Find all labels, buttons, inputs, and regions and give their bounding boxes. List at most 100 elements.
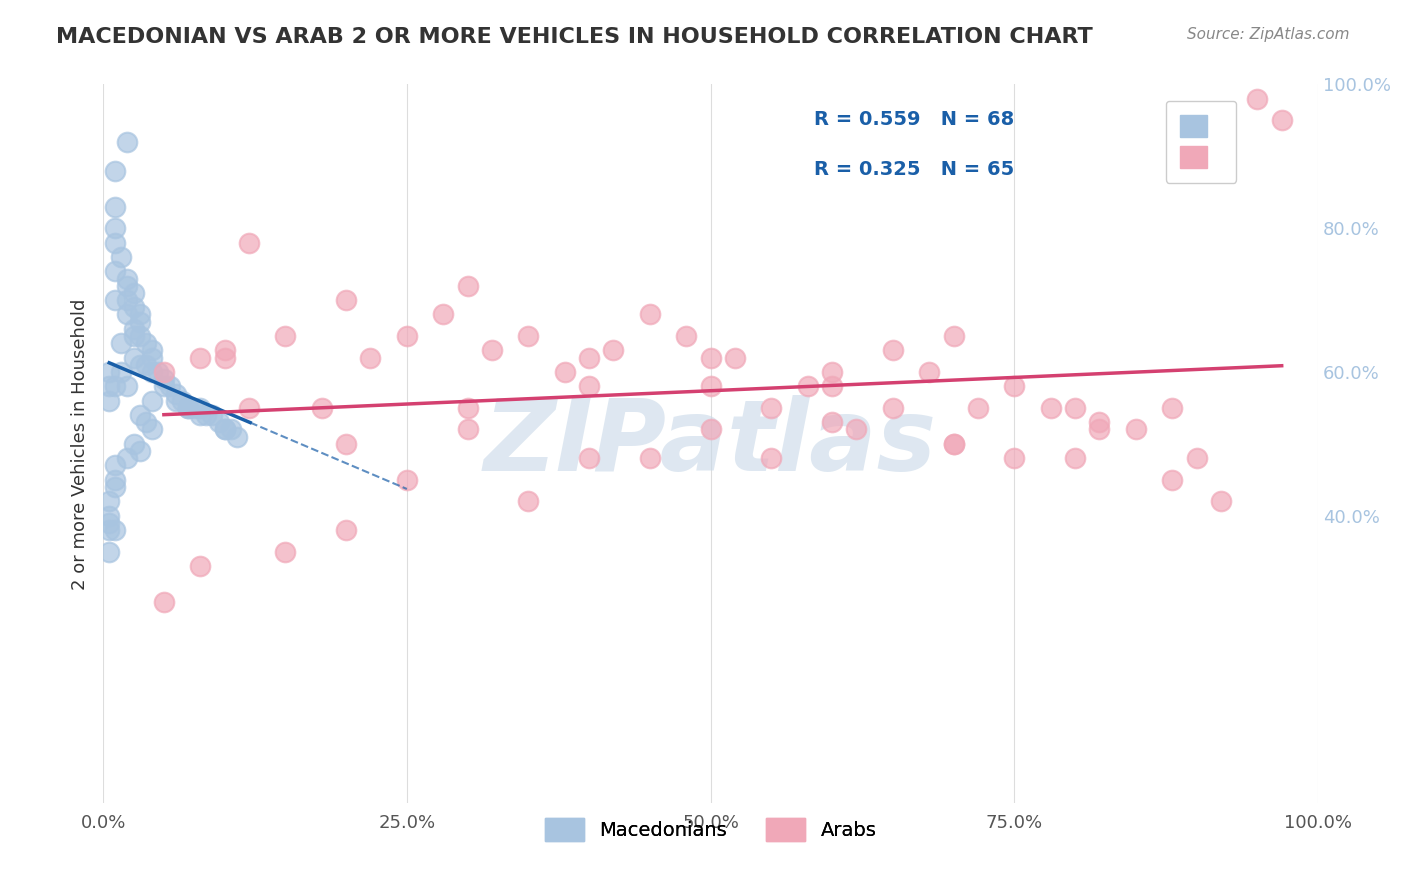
- Point: [724, 351, 747, 365]
- Point: [882, 343, 904, 358]
- Point: [141, 422, 163, 436]
- Point: [128, 358, 150, 372]
- Point: [845, 422, 868, 436]
- Point: [195, 408, 218, 422]
- Point: [1271, 113, 1294, 128]
- Point: [146, 365, 169, 379]
- Point: [177, 401, 200, 415]
- Point: [128, 315, 150, 329]
- Point: [1064, 401, 1087, 415]
- Point: [1002, 379, 1025, 393]
- Point: [602, 343, 624, 358]
- Point: [882, 401, 904, 415]
- Point: [122, 351, 145, 365]
- Point: [311, 401, 333, 415]
- Point: [1185, 149, 1208, 163]
- Point: [225, 430, 247, 444]
- Point: [98, 365, 121, 379]
- Point: [141, 351, 163, 365]
- Point: [1185, 451, 1208, 466]
- Point: [135, 415, 157, 429]
- Point: [821, 365, 844, 379]
- Point: [942, 437, 965, 451]
- Text: Source: ZipAtlas.com: Source: ZipAtlas.com: [1187, 27, 1350, 42]
- Point: [967, 401, 990, 415]
- Text: MACEDONIAN VS ARAB 2 OR MORE VEHICLES IN HOUSEHOLD CORRELATION CHART: MACEDONIAN VS ARAB 2 OR MORE VEHICLES IN…: [56, 27, 1092, 46]
- Point: [578, 379, 600, 393]
- Point: [638, 308, 661, 322]
- Point: [1161, 473, 1184, 487]
- Point: [98, 508, 121, 523]
- Point: [1246, 92, 1268, 106]
- Point: [122, 329, 145, 343]
- Point: [554, 365, 576, 379]
- Point: [395, 329, 418, 343]
- Point: [238, 401, 260, 415]
- Point: [117, 278, 139, 293]
- Point: [117, 271, 139, 285]
- Point: [122, 437, 145, 451]
- Point: [918, 365, 941, 379]
- Point: [942, 329, 965, 343]
- Point: [104, 379, 127, 393]
- Y-axis label: 2 or more Vehicles in Household: 2 or more Vehicles in Household: [72, 298, 89, 590]
- Point: [153, 372, 176, 386]
- Point: [214, 422, 236, 436]
- Point: [517, 329, 540, 343]
- Point: [457, 278, 479, 293]
- Point: [98, 544, 121, 558]
- Point: [699, 351, 721, 365]
- Point: [128, 408, 150, 422]
- Point: [104, 264, 127, 278]
- Point: [165, 393, 187, 408]
- Legend: Macedonians, Arabs: Macedonians, Arabs: [536, 808, 886, 851]
- Point: [98, 516, 121, 530]
- Point: [188, 351, 211, 365]
- Point: [214, 422, 236, 436]
- Text: R = 0.325   N = 65: R = 0.325 N = 65: [814, 160, 1014, 179]
- Point: [761, 451, 783, 466]
- Point: [122, 300, 145, 314]
- Point: [1064, 451, 1087, 466]
- Point: [117, 451, 139, 466]
- Point: [481, 343, 503, 358]
- Point: [172, 393, 194, 408]
- Point: [638, 451, 661, 466]
- Point: [699, 422, 721, 436]
- Point: [104, 235, 127, 250]
- Point: [153, 595, 176, 609]
- Point: [821, 415, 844, 429]
- Point: [141, 393, 163, 408]
- Point: [110, 336, 132, 351]
- Point: [219, 422, 242, 436]
- Point: [578, 451, 600, 466]
- Point: [214, 343, 236, 358]
- Point: [117, 308, 139, 322]
- Point: [104, 473, 127, 487]
- Point: [104, 221, 127, 235]
- Point: [117, 379, 139, 393]
- Point: [1209, 494, 1232, 508]
- Point: [110, 250, 132, 264]
- Point: [214, 351, 236, 365]
- Point: [153, 365, 176, 379]
- Text: ZIPatlas: ZIPatlas: [484, 395, 938, 492]
- Point: [128, 444, 150, 458]
- Point: [122, 322, 145, 336]
- Point: [699, 379, 721, 393]
- Point: [797, 379, 820, 393]
- Point: [578, 351, 600, 365]
- Point: [274, 329, 297, 343]
- Point: [98, 393, 121, 408]
- Point: [335, 523, 357, 537]
- Point: [517, 494, 540, 508]
- Point: [457, 401, 479, 415]
- Point: [1125, 422, 1147, 436]
- Point: [1002, 451, 1025, 466]
- Point: [1039, 401, 1062, 415]
- Point: [104, 523, 127, 537]
- Point: [821, 379, 844, 393]
- Point: [104, 480, 127, 494]
- Point: [104, 163, 127, 178]
- Point: [1088, 422, 1111, 436]
